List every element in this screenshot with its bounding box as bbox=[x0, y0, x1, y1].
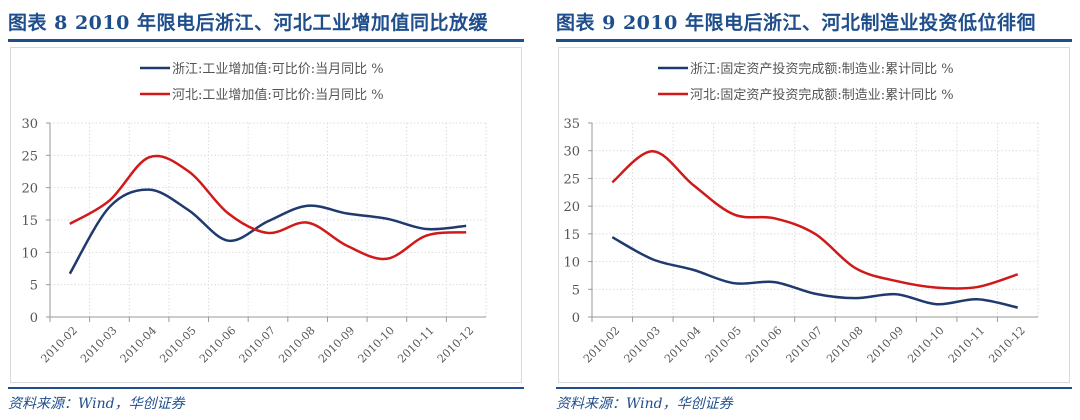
y-tick-label: 0 bbox=[30, 311, 38, 326]
x-tick-label: 2010-09 bbox=[316, 324, 358, 366]
y-tick-label: 25 bbox=[21, 149, 38, 164]
source-note: 资料来源：Wind，华创证券 bbox=[556, 396, 733, 412]
y-tick-label: 10 bbox=[563, 256, 580, 271]
x-tick-label: 2010-07 bbox=[237, 324, 279, 366]
legend-label: 河北:工业增加值:可比价:当月同比 % bbox=[172, 87, 384, 103]
series-line bbox=[68, 188, 467, 275]
y-tick-label: 5 bbox=[30, 279, 38, 294]
chart-frame bbox=[10, 47, 522, 383]
y-tick-label: 10 bbox=[21, 246, 38, 261]
y-tick-label: 35 bbox=[563, 117, 580, 132]
x-tick-label: 2010-09 bbox=[865, 324, 907, 366]
x-tick-label: 2010-11 bbox=[946, 324, 988, 366]
y-tick-label: 20 bbox=[563, 200, 580, 215]
y-tick-label: 30 bbox=[563, 145, 580, 160]
line-chart: 浙江:工业增加值:可比价:当月同比 % 河北:工业增加值:可比价:当月同比 % 0 5… bbox=[21, 61, 487, 366]
chart-title: 图表 9 2010 年限电后浙江、河北制造业投资低位徘徊 bbox=[556, 12, 1036, 34]
y-tick-label: 0 bbox=[572, 311, 580, 326]
legend-label: 浙江:工业增加值:可比价:当月同比 % bbox=[172, 61, 384, 77]
x-tick-label: 2010-02 bbox=[38, 324, 80, 366]
x-tick-label: 2010-08 bbox=[276, 324, 318, 366]
x-tick-label: 2010-03 bbox=[78, 324, 120, 366]
chart-title: 图表 8 2010 年限电后浙江、河北工业增加值同比放缓 bbox=[8, 12, 488, 34]
x-tick-label: 2010-10 bbox=[905, 324, 947, 366]
series-line bbox=[611, 236, 1018, 309]
y-tick-label: 15 bbox=[21, 214, 38, 229]
y-tick-label: 20 bbox=[21, 182, 38, 197]
x-tick-label: 2010-12 bbox=[986, 324, 1028, 366]
source-divider bbox=[556, 387, 1072, 389]
chart-frame bbox=[558, 47, 1070, 383]
legend-label: 浙江:固定资产投资完成额:制造业:累计同比 % bbox=[690, 61, 954, 77]
title-divider bbox=[556, 39, 1072, 42]
source-divider bbox=[8, 387, 524, 389]
x-tick-label: 2010-05 bbox=[703, 324, 745, 366]
x-tick-label: 2010-04 bbox=[662, 324, 704, 366]
line-chart: 浙江:固定资产投资完成额:制造业:累计同比 % 河北:固定资产投资完成额:制造业:… bbox=[563, 61, 1039, 366]
source-note: 资料来源：Wind，华创证券 bbox=[8, 396, 185, 412]
chart-panel-9: 图表 9 2010 年限电后浙江、河北制造业投资低位徘徊 浙江:固定资产投资完成… bbox=[548, 0, 1078, 420]
chart-panel-8: 图表 8 2010 年限电后浙江、河北工业增加值同比放缓 浙江:工业增加值:可比… bbox=[0, 0, 530, 420]
x-tick-label: 2010-10 bbox=[356, 324, 398, 366]
x-tick-label: 2010-08 bbox=[824, 324, 866, 366]
x-tick-label: 2010-04 bbox=[118, 324, 160, 366]
x-tick-label: 2010-07 bbox=[784, 324, 826, 366]
legend-label: 河北:固定资产投资完成额:制造业:累计同比 % bbox=[690, 87, 954, 103]
x-tick-label: 2010-12 bbox=[435, 324, 477, 366]
x-tick-label: 2010-06 bbox=[743, 324, 785, 366]
series-line bbox=[69, 154, 467, 261]
title-divider bbox=[8, 39, 524, 42]
x-tick-label: 2010-03 bbox=[621, 324, 663, 366]
y-tick-label: 15 bbox=[563, 228, 580, 243]
y-tick-label: 30 bbox=[21, 117, 38, 132]
x-tick-label: 2010-11 bbox=[395, 324, 437, 366]
y-tick-label: 25 bbox=[563, 172, 580, 187]
x-tick-label: 2010-05 bbox=[157, 324, 199, 366]
y-tick-label: 5 bbox=[572, 283, 580, 298]
x-tick-label: 2010-06 bbox=[197, 324, 239, 366]
x-tick-label: 2010-02 bbox=[581, 324, 623, 366]
series-line bbox=[611, 150, 1019, 290]
